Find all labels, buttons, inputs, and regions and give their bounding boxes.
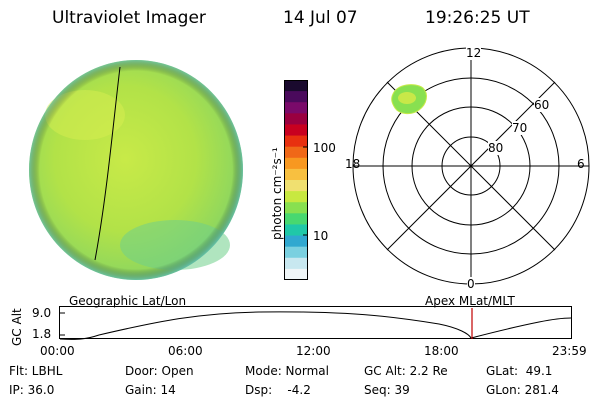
timeline-right-label: Apex MLat/MLT [425, 294, 515, 308]
polar-ring-label-60: 60 [534, 98, 550, 112]
colorbar-cell [284, 91, 308, 103]
colorbar-cell [284, 191, 308, 203]
time-label: 19:26:25 UT [425, 8, 530, 28]
colorbar-cell [284, 124, 308, 137]
colorbar-cell [284, 202, 308, 214]
info-door: Door: Open [125, 364, 194, 378]
colorbar-cell [284, 146, 308, 159]
info-dsp: Dsp: -4.2 [245, 383, 311, 397]
polar-ring-label-70: 70 [512, 121, 528, 135]
colorbar-cell [284, 168, 308, 181]
terminator-line [94, 66, 121, 261]
polar-label-top: 12 [466, 46, 482, 60]
colorbar [284, 80, 308, 280]
colorbar-cell [284, 80, 308, 92]
uv-image [29, 60, 243, 280]
colorbar-cell [284, 135, 308, 148]
date-label: 14 Jul 07 [283, 8, 358, 28]
colorbar-cell [284, 257, 308, 270]
altitude-curve [59, 311, 572, 340]
timeline-xtick-2: 12:00 [296, 344, 331, 358]
info-flt: Flt: LBHL [9, 364, 63, 378]
colorbar-cell [284, 213, 308, 225]
info-glon: GLon: 281.4 [486, 383, 559, 397]
colorbar-cell [284, 224, 308, 237]
colorbar-cell [284, 180, 308, 192]
colorbar-tick-100: 100 [313, 141, 336, 155]
instrument-title: Ultraviolet Imager [52, 8, 206, 28]
timeline-ytick-9: 9.0 [32, 306, 52, 320]
info-gcalt: GC Alt: 2.2 Re [364, 364, 448, 378]
polar-label-left: 18 [345, 157, 361, 171]
timeline-xtick-4: 23:59 [552, 344, 587, 358]
colorbar-unit-label: photon cm⁻²s⁻¹ [270, 147, 284, 240]
timeline-ytick-1: 1.8 [32, 327, 52, 341]
info-ip: IP: 36.0 [9, 383, 55, 397]
colorbar-cell [284, 113, 308, 125]
polar-label-right: 6 [577, 157, 585, 171]
colorbar-cell [284, 268, 308, 280]
info-glat: GLat: 49.1 [486, 364, 553, 378]
timeline-xtick-3: 18:00 [424, 344, 459, 358]
altitude-timeline [59, 306, 572, 340]
info-mode: Mode: Normal [245, 364, 329, 378]
info-gain: Gain: 14 [125, 383, 176, 397]
polar-plot [352, 47, 590, 285]
timeline-left-label: Geographic Lat/Lon [69, 294, 187, 308]
colorbar-cell [284, 157, 308, 170]
timeline-xtick-0: 00:00 [40, 344, 75, 358]
colorbar-cell [284, 102, 308, 114]
colorbar-cell [284, 235, 308, 248]
colorbar-tick-10: 10 [313, 229, 329, 243]
timeline-xtick-1: 06:00 [168, 344, 203, 358]
polar-ring-label-80: 80 [488, 141, 504, 155]
colorbar-cell [284, 246, 308, 259]
polar-label-bottom: 0 [467, 277, 475, 291]
info-seq: Seq: 39 [364, 383, 410, 397]
timeline-axis-label: GC Alt [10, 308, 24, 346]
